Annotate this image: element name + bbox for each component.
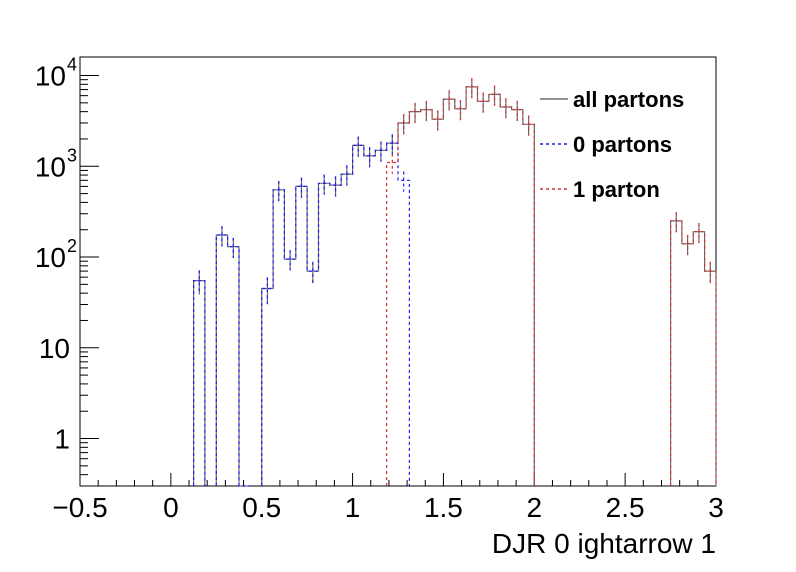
legend-label: all partons <box>573 87 684 112</box>
legend-label: 1 parton <box>573 177 660 202</box>
x-tick-label: 1 <box>345 492 361 523</box>
legend-label: 0 partons <box>573 132 672 157</box>
series-0-partons <box>193 134 410 487</box>
x-tick-label: 3 <box>708 492 724 523</box>
x-tick-label: 0 <box>163 492 179 523</box>
series-layer <box>193 78 717 487</box>
x-tick-label: 2.5 <box>606 492 645 523</box>
y-minor-ticks <box>80 79 88 487</box>
y-tick-exponent: 4 <box>67 55 77 75</box>
y-tick-label: 1 <box>54 424 70 455</box>
y-tick-label: 10 <box>35 151 66 182</box>
x-tick-labels: −0.5 0 0.5 1 1.5 2 2.5 3 <box>52 492 723 523</box>
y-tick-exponent: 3 <box>67 145 77 165</box>
x-axis-label: DJR 0 ightarrow 1 <box>492 528 716 559</box>
series-1-parton <box>386 78 717 486</box>
y-tick-label: 10 <box>35 61 66 92</box>
y-tick-label: 10 <box>35 242 66 273</box>
y-tick-label: 10 <box>39 333 70 364</box>
x-tick-label: 0.5 <box>242 492 281 523</box>
legend: all partons 0 partons 1 parton <box>540 87 684 202</box>
x-tick-label: 2 <box>526 492 542 523</box>
x-minor-ticks <box>97 480 699 486</box>
y-tick-exponent: 2 <box>67 236 77 256</box>
y-major-ticks <box>80 75 99 440</box>
x-tick-label: −0.5 <box>52 492 107 523</box>
x-tick-label: 1.5 <box>424 492 463 523</box>
